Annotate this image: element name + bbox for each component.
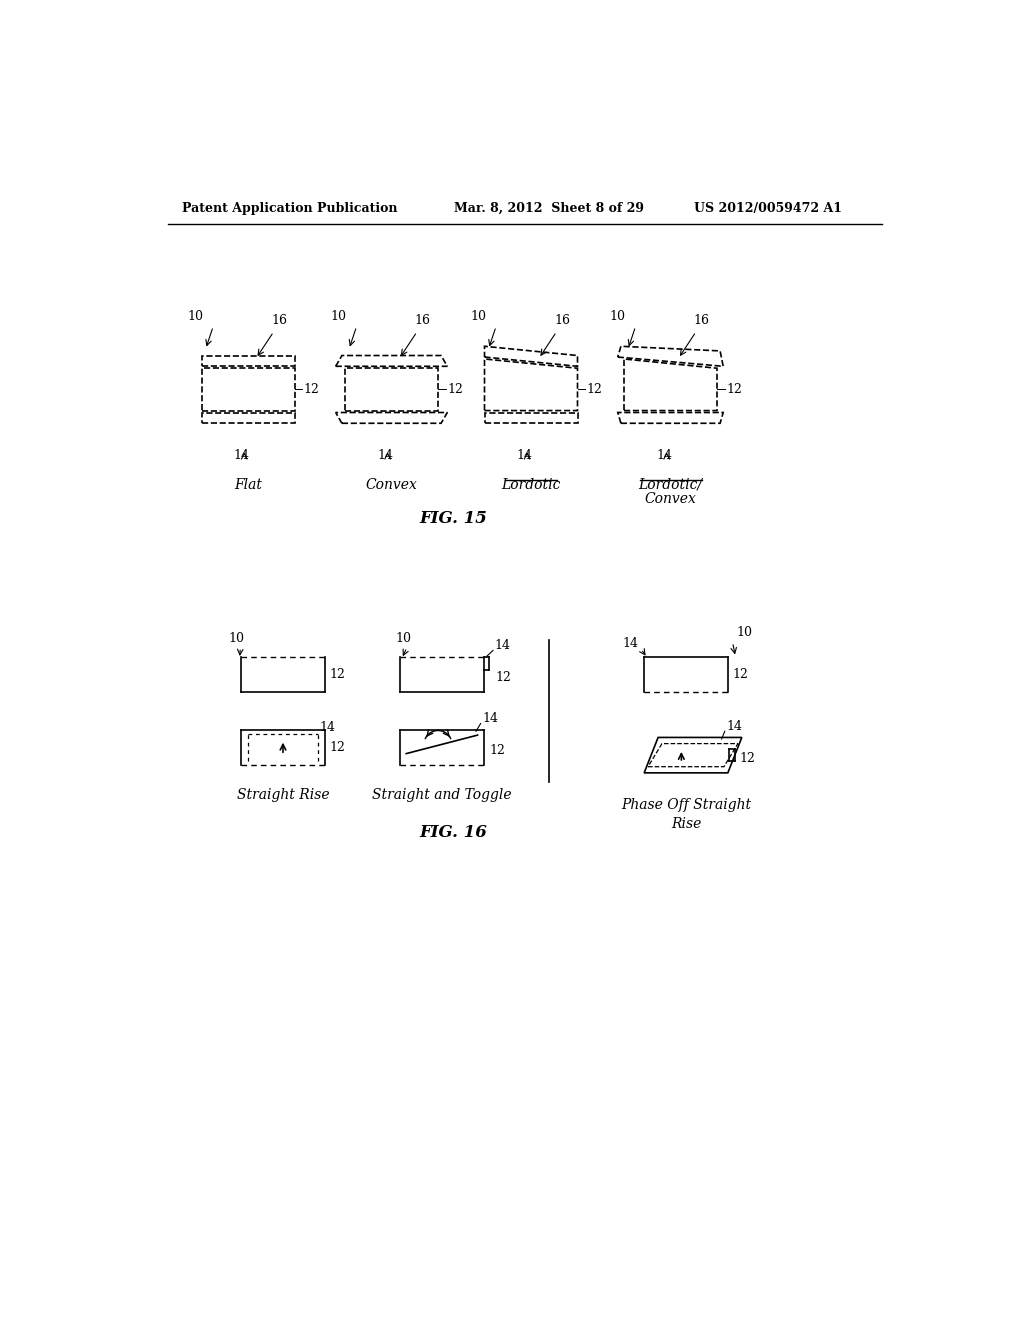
Text: FIG. 15: FIG. 15 bbox=[420, 511, 487, 527]
Text: Phase Off Straight
Rise: Phase Off Straight Rise bbox=[621, 797, 751, 832]
Text: Mar. 8, 2012  Sheet 8 of 29: Mar. 8, 2012 Sheet 8 of 29 bbox=[454, 202, 643, 215]
Text: Convex: Convex bbox=[644, 492, 696, 506]
Text: 14: 14 bbox=[495, 639, 511, 652]
Bar bbox=[202, 355, 295, 367]
Text: 12: 12 bbox=[732, 668, 749, 681]
Text: 10: 10 bbox=[395, 632, 412, 645]
Text: 14: 14 bbox=[622, 638, 638, 651]
Text: Straight Rise: Straight Rise bbox=[237, 788, 330, 803]
Text: 16: 16 bbox=[693, 314, 710, 327]
Text: 12: 12 bbox=[330, 741, 345, 754]
Text: 10: 10 bbox=[736, 626, 753, 639]
Text: 12: 12 bbox=[739, 752, 756, 766]
Text: 14: 14 bbox=[656, 449, 673, 462]
Bar bbox=[202, 413, 295, 424]
Text: 14: 14 bbox=[517, 449, 532, 462]
Text: 16: 16 bbox=[271, 314, 288, 327]
Text: 10: 10 bbox=[609, 310, 626, 323]
Text: Patent Application Publication: Patent Application Publication bbox=[182, 202, 397, 215]
Text: 16: 16 bbox=[554, 314, 570, 327]
Text: 12: 12 bbox=[447, 383, 463, 396]
Text: FIG. 16: FIG. 16 bbox=[420, 824, 487, 841]
Bar bbox=[202, 368, 295, 411]
Text: 14: 14 bbox=[233, 449, 250, 462]
Text: 14: 14 bbox=[482, 711, 498, 725]
Text: 14: 14 bbox=[726, 719, 742, 733]
Bar bbox=[484, 413, 578, 424]
Text: 14: 14 bbox=[319, 721, 336, 734]
Text: Lordotic/: Lordotic/ bbox=[639, 478, 702, 492]
Text: 14: 14 bbox=[377, 449, 393, 462]
Text: 10: 10 bbox=[470, 310, 486, 323]
Text: 10: 10 bbox=[187, 310, 203, 323]
Text: 12: 12 bbox=[587, 383, 603, 396]
Text: Flat: Flat bbox=[234, 478, 262, 492]
Bar bbox=[345, 368, 438, 411]
Text: US 2012/0059472 A1: US 2012/0059472 A1 bbox=[693, 202, 842, 215]
Text: 16: 16 bbox=[415, 314, 431, 327]
Text: Lordotic: Lordotic bbox=[502, 478, 561, 492]
Text: Straight and Toggle: Straight and Toggle bbox=[372, 788, 512, 803]
Text: 12: 12 bbox=[726, 383, 742, 396]
Text: 10: 10 bbox=[228, 632, 245, 645]
Text: Convex: Convex bbox=[366, 478, 418, 492]
Text: 12: 12 bbox=[489, 744, 506, 758]
Text: 12: 12 bbox=[496, 671, 511, 684]
Text: 12: 12 bbox=[330, 668, 345, 681]
Text: 10: 10 bbox=[331, 310, 346, 323]
Text: 12: 12 bbox=[304, 383, 319, 396]
